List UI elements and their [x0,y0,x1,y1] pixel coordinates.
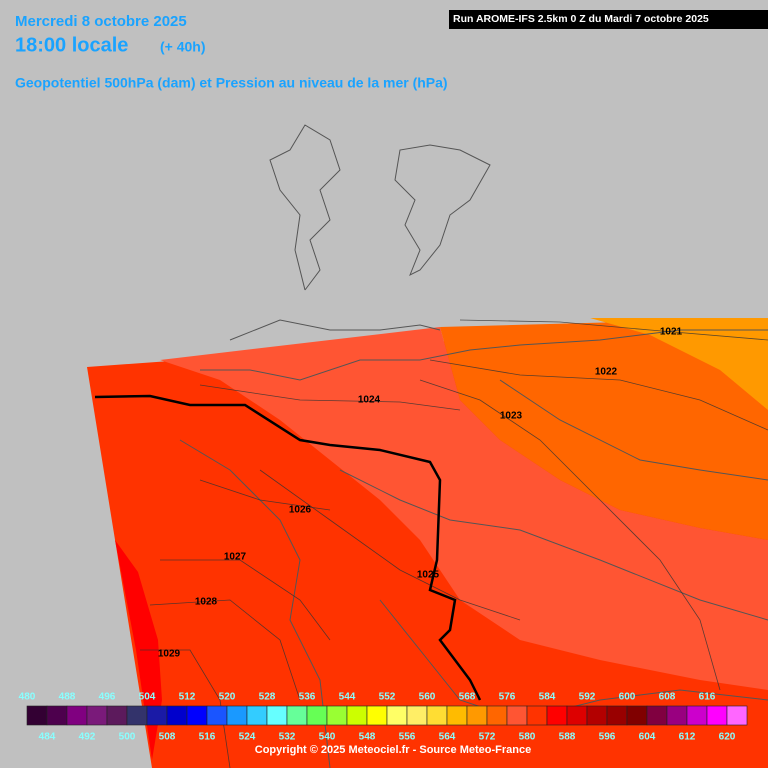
legend-swatch [406,705,428,726]
legend-label: 488 [59,692,76,703]
legend-label: 516 [199,732,216,743]
legend-swatch [506,705,528,726]
legend-swatch [546,705,568,726]
legend-swatch [386,705,408,726]
legend-swatch [466,705,488,726]
date: Mercredi 8 octobre 2025 [15,13,187,30]
legend-label: 496 [99,692,116,703]
legend-label: 544 [339,692,356,703]
legend-label: 508 [159,732,176,743]
legend-swatch [226,705,248,726]
lead-time: (+ 40h) [160,39,206,55]
isobar-label: 1027 [224,552,247,563]
legend-label: 580 [519,732,536,743]
legend-label: 532 [279,732,296,743]
isobar-lines [140,319,768,768]
border [94,394,482,701]
legend-label: 620 [719,732,736,743]
legend-swatch [426,705,448,726]
legend-label: 588 [559,732,576,743]
isobar-label: 1025 [417,570,440,581]
legend: 480 488 496 504 512 520 528 536 544 552 560 568 576 5… [19,692,748,743]
legend-swatch [106,705,128,726]
legend-swatch [486,705,508,726]
legend-label: 540 [319,732,336,743]
legend-label: 576 [499,692,516,703]
isobar-label: 1023 [500,411,523,422]
legend-label: 552 [379,692,396,703]
legend-swatch [126,705,148,726]
legend-label: 616 [699,692,716,703]
legend-swatch [326,705,348,726]
legend-swatch [706,705,728,726]
map-field [87,318,768,768]
legend-swatch [46,705,68,726]
legend-swatch [726,705,748,726]
legend-swatch [266,705,288,726]
legend-label: 520 [219,692,236,703]
legend-label: 608 [659,692,676,703]
legend-label: 512 [179,692,196,703]
legend-swatch [446,705,468,726]
legend-label: 564 [439,732,456,743]
legend-label: 480 [19,692,36,703]
legend-swatch [26,705,48,726]
legend-label: 484 [39,732,56,743]
legend-swatch [606,705,628,726]
zone [115,540,162,760]
legend-swatch [306,705,328,726]
legend-swatch [286,705,308,726]
legend-label: 504 [139,692,156,703]
legend-swatch [646,705,668,726]
isobar-label: 1024 [358,395,381,406]
legend-label: 612 [679,732,696,743]
legend-swatch [146,705,168,726]
legend-label: 492 [79,732,96,743]
legend-label: 556 [399,732,416,743]
legend-swatch [686,705,708,726]
legend-label: 584 [539,692,556,703]
legend-swatch [186,705,208,726]
isobar-label: 1026 [289,505,312,516]
legend-swatch [166,705,188,726]
legend-swatch [86,705,108,726]
legend-label: 524 [239,732,256,743]
copyright: Copyright © 2025 Meteociel.fr - Source M… [255,744,531,756]
legend-swatch [566,705,588,726]
map-title: Geopotentiel 500hPa (dam) et Pression au… [15,75,448,91]
legend-label: 572 [479,732,496,743]
legend-swatch [586,705,608,726]
isobar-label: 1022 [595,367,618,378]
legend-label: 536 [299,692,316,703]
zone [440,318,768,540]
run-box [449,10,768,29]
legend-swatch [526,705,548,726]
legend-swatch [366,705,388,726]
legend-label: 568 [459,692,476,703]
legend-label: 604 [639,732,656,743]
legend-label: 560 [419,692,436,703]
legend-swatch [246,705,268,726]
legend-swatch [346,705,368,726]
legend-swatch [66,705,88,726]
legend-label: 592 [579,692,596,703]
time: 18:00 locale [15,34,128,56]
isobar-label: 1028 [195,597,218,608]
zone [590,318,768,410]
isobar-label: 1029 [158,649,181,660]
isobar-labels: 1021 1022 1023 1024 1025 1026 1027 1028 1029 [158,327,683,660]
legend-swatch [626,705,648,726]
isobar-label: 1021 [660,327,683,338]
legend-label: 600 [619,692,636,703]
legend-swatch [206,705,228,726]
legend-label: 500 [119,732,136,743]
legend-label: 528 [259,692,276,703]
run-info: Run AROME-IFS 2.5km 0 Z du Mardi 7 octob… [453,13,709,25]
zone [160,327,768,690]
legend-label: 548 [359,732,376,743]
legend-label: 596 [599,732,616,743]
legend-swatch [666,705,688,726]
